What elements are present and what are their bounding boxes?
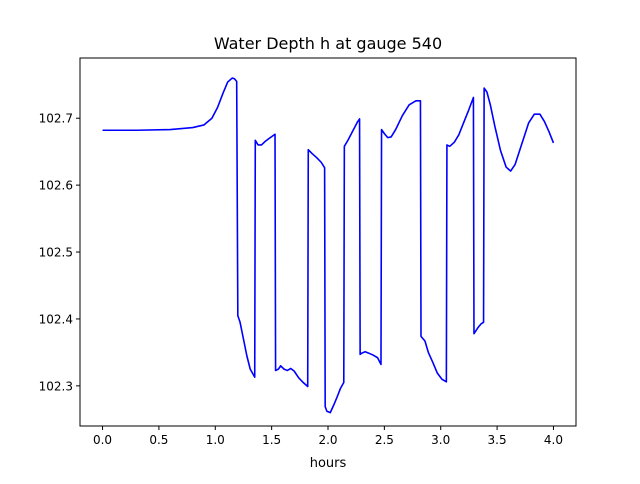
x-tick-label: 0.5 (149, 433, 168, 447)
x-tick-label: 4.0 (544, 433, 563, 447)
plot-frame (79, 57, 577, 427)
x-tick-label: 2.5 (375, 433, 394, 447)
x-axis-label: hours (310, 456, 347, 471)
x-axis: 0.0 0.5 1.0 1.5 2.0 2.5 3.0 3.5 4.0 (93, 426, 563, 447)
x-tick-label: 3.5 (488, 433, 507, 447)
y-tick-label: 102.4 (39, 312, 73, 326)
chart-title: Water Depth h at gauge 540 (214, 34, 442, 53)
plot-area (79, 57, 577, 427)
y-tick-label: 102.7 (39, 112, 73, 126)
x-tick-label: 1.0 (206, 433, 225, 447)
y-tick-label: 102.6 (39, 179, 73, 193)
y-tick-label: 102.5 (39, 246, 73, 260)
y-tick-label: 102.3 (39, 379, 73, 393)
x-tick-label: 0.0 (93, 433, 112, 447)
x-tick-label: 2.0 (318, 433, 337, 447)
data-line-series-0 (102, 77, 555, 414)
x-tick-label: 1.5 (262, 433, 281, 447)
x-tick-label: 3.0 (431, 433, 450, 447)
y-axis: 102.3 102.4 102.5 102.6 102.7 (39, 112, 80, 393)
